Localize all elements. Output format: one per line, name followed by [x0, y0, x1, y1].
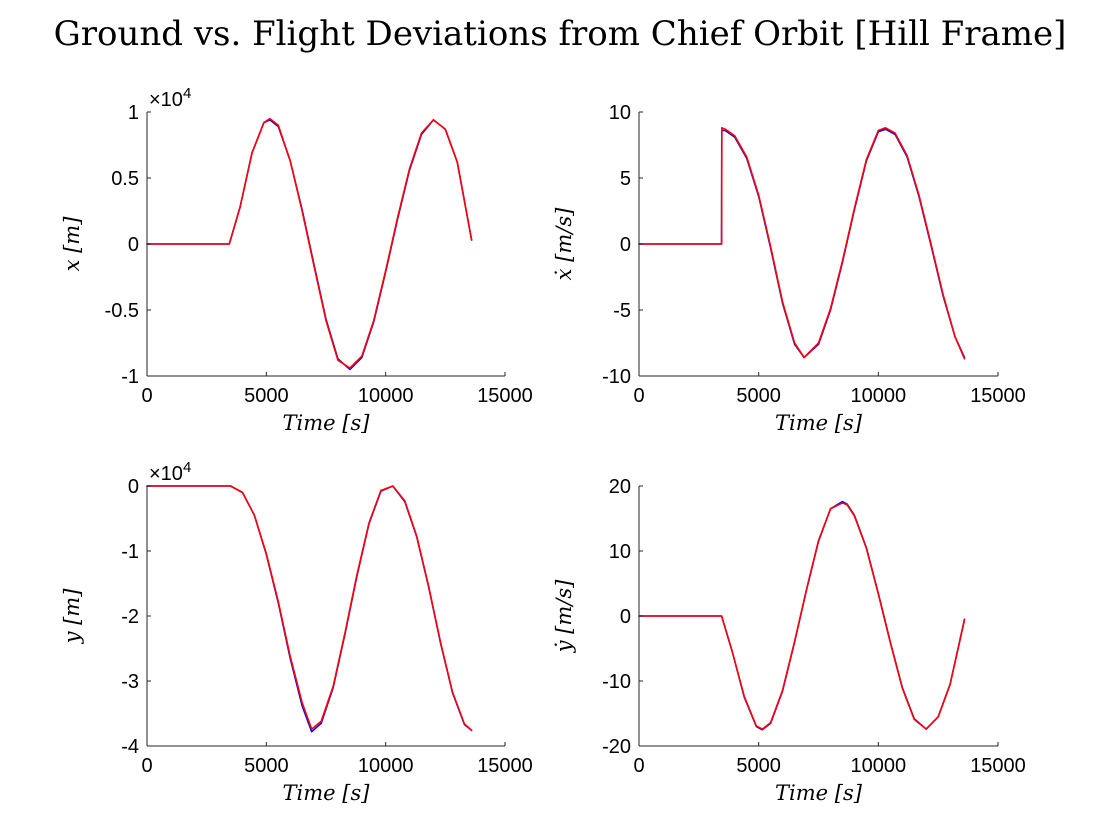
y-tick-label: -10	[602, 366, 631, 388]
x-tick-label: 15000	[970, 755, 1026, 777]
y-tick-label: -2	[121, 606, 139, 628]
exponent-label: ×104	[149, 85, 191, 111]
y-axis-label: x [m]	[60, 216, 84, 272]
y-tick-label: 0	[128, 476, 139, 498]
y-tick-label: 0.5	[111, 168, 139, 190]
y-tick-label: -10	[602, 671, 631, 693]
y-axis-label: ẋ [m/s]	[552, 207, 576, 280]
y-tick-label: 1	[128, 102, 139, 124]
subplot-3: 0 5000 10000 15000 -4 -3 -2 -1 0 ×104 Time [s] y [m…	[60, 459, 533, 805]
x-tick-label: 10000	[358, 755, 414, 777]
x-tick-label: 5000	[244, 385, 289, 407]
figure-title: Ground vs. Flight Deviations from Chief …	[53, 14, 1067, 54]
series-line-1	[146, 485, 473, 733]
x-tick-label: 0	[141, 755, 152, 777]
y-tick-label: 10	[609, 102, 631, 124]
x-tick-label: 5000	[736, 385, 781, 407]
y-tick-label: 10	[609, 541, 631, 563]
series-line-2	[146, 485, 473, 732]
x-tick-label: 10000	[851, 385, 907, 407]
x-axis-label: Time [s]	[775, 411, 863, 435]
x-tick-label: 15000	[477, 755, 533, 777]
y-tick-label: -0.5	[105, 300, 139, 322]
x-tick-label: 15000	[970, 385, 1026, 407]
series-line-2	[638, 502, 966, 730]
y-tick-label: -3	[121, 671, 139, 693]
exponent-label: ×104	[149, 459, 191, 485]
x-axis-label: Time [s]	[283, 411, 371, 435]
y-tick-label: 0	[128, 234, 139, 256]
x-tick-label: 5000	[736, 755, 781, 777]
y-tick-label: -20	[602, 736, 631, 758]
x-tick-label: 15000	[477, 385, 533, 407]
y-tick-label: 5	[620, 168, 631, 190]
y-tick-label: -1	[121, 366, 139, 388]
y-tick-label: -5	[613, 300, 631, 322]
x-tick-label: 0	[633, 385, 644, 407]
x-tick-label: 5000	[244, 755, 289, 777]
x-tick-label: 0	[141, 385, 152, 407]
subplot-4: 0 5000 10000 15000 -20 -10 0 10 20 Time [s] ẏ [m/s…	[552, 476, 1026, 805]
y-tick-label: 0	[620, 606, 631, 628]
x-axis-label: Time [s]	[283, 781, 371, 805]
series-line-2	[638, 127, 966, 360]
y-tick-label: 20	[609, 476, 631, 498]
subplot-1: 0 5000 10000 15000 -1 -0.5 0 0.5 1 ×104 Time [s] x …	[60, 85, 533, 435]
y-axis-label: ẏ [m/s]	[552, 579, 576, 653]
x-tick-label: 0	[633, 755, 644, 777]
y-tick-label: -4	[121, 736, 139, 758]
y-axis-label: y [m]	[60, 588, 84, 645]
x-tick-label: 10000	[851, 755, 907, 777]
x-axis-label: Time [s]	[775, 781, 863, 805]
x-tick-label: 10000	[358, 385, 414, 407]
y-tick-label: -1	[121, 541, 139, 563]
subplot-2: 0 5000 10000 15000 -10 -5 0 5 10 Time [s] ẋ [m/s]	[552, 102, 1026, 435]
y-tick-label: 0	[620, 234, 631, 256]
series-line-2	[146, 117, 473, 369]
